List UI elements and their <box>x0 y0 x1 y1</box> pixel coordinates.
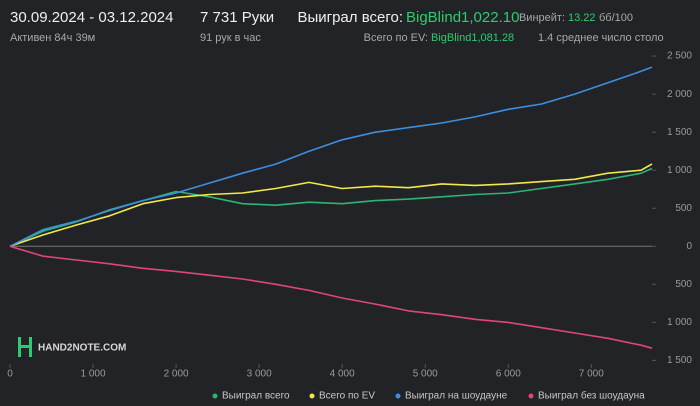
x-tick-label: 3 000 <box>247 369 272 380</box>
y-tick-label: 2 500 <box>667 51 692 62</box>
legend-label: Выиграл на шоудауне <box>405 391 508 402</box>
won-value: BigBlind1,022.10 <box>406 9 519 26</box>
date-range: 30.09.2024 - 03.12.2024 <box>10 9 173 26</box>
y-tick-label: 1 000 <box>667 165 692 176</box>
winrate-label: Винрейт: <box>519 12 565 24</box>
legend-label: Всего по EV <box>319 391 375 402</box>
legend-marker <box>395 393 401 399</box>
x-tick-label: 1 000 <box>81 369 106 380</box>
winrate-value: 13.22 <box>568 12 596 24</box>
winrate-unit: бб/100 <box>599 12 633 24</box>
legend-marker <box>528 393 534 399</box>
y-tick-label: 1 500 <box>667 127 692 138</box>
legend-marker <box>212 393 218 399</box>
logo: HAND2NOTE.COM <box>18 337 126 357</box>
y-tick-label: 500 <box>675 203 692 214</box>
y-tick-label: 1 000 <box>667 317 692 328</box>
tables: 1.4 среднее число столо <box>538 32 664 44</box>
ev-label: Всего по EV: <box>364 32 428 44</box>
hands-rate: 91 рук в час <box>200 32 261 44</box>
legend-marker <box>309 393 315 399</box>
series-line <box>9 163 653 248</box>
series-line <box>9 66 653 248</box>
y-tick-label: 1 500 <box>667 355 692 366</box>
x-tick-label: 2 000 <box>164 369 189 380</box>
logo-text: HAND2NOTE.COM <box>38 343 126 354</box>
x-tick-label: 0 <box>7 369 13 380</box>
y-tick-label: 0 <box>686 241 692 252</box>
legend-label: Выиграл всего <box>222 391 290 402</box>
y-tick-label: 500 <box>675 279 692 290</box>
hands: 7 731 Руки <box>200 9 274 26</box>
won-label: Выиграл всего: <box>297 9 403 26</box>
series-line <box>9 245 653 349</box>
x-tick-label: 7 000 <box>579 369 604 380</box>
x-tick-label: 5 000 <box>413 369 438 380</box>
active-time: Активен 84ч 39м <box>10 32 95 44</box>
y-tick-label: 2 000 <box>667 89 692 100</box>
x-tick-label: 4 000 <box>330 369 355 380</box>
legend-label: Выиграл без шоудауна <box>538 390 645 402</box>
ev-value: BigBlind1,081.28 <box>431 32 514 44</box>
x-tick-label: 6 000 <box>496 369 521 380</box>
